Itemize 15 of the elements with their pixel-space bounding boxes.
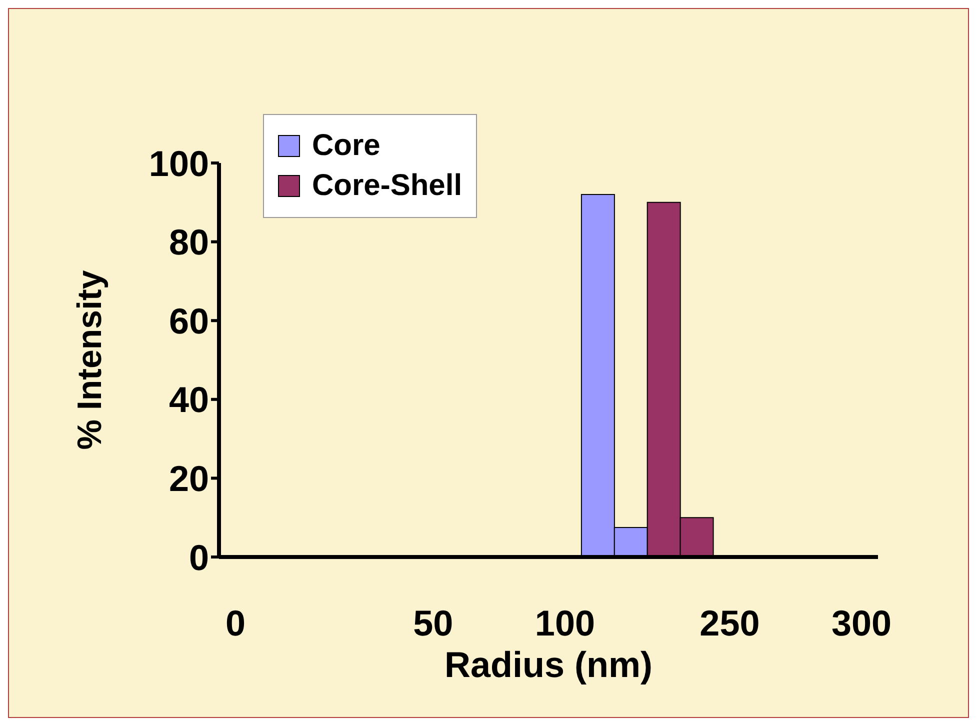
y-tick-label: 100 [148,142,209,184]
y-axis-title: % Intensity [71,270,110,450]
legend-label: Core-Shell [312,169,462,203]
x-tick-label: 0 [225,602,246,644]
y-tick-label: 20 [168,458,209,499]
y-tick-label: 0 [188,536,209,578]
x-tick-label: 300 [831,602,892,644]
x-axis-title: Radius (nm) [444,644,653,685]
legend-label: Core [312,129,380,163]
x-tick-label: 250 [700,602,760,644]
y-tick-label: 40 [168,379,209,420]
y-tick-label: 80 [168,222,209,263]
y-tick-label: 60 [168,300,209,342]
x-tick-label: 50 [413,602,454,644]
x-tick-label: 100 [534,602,596,644]
